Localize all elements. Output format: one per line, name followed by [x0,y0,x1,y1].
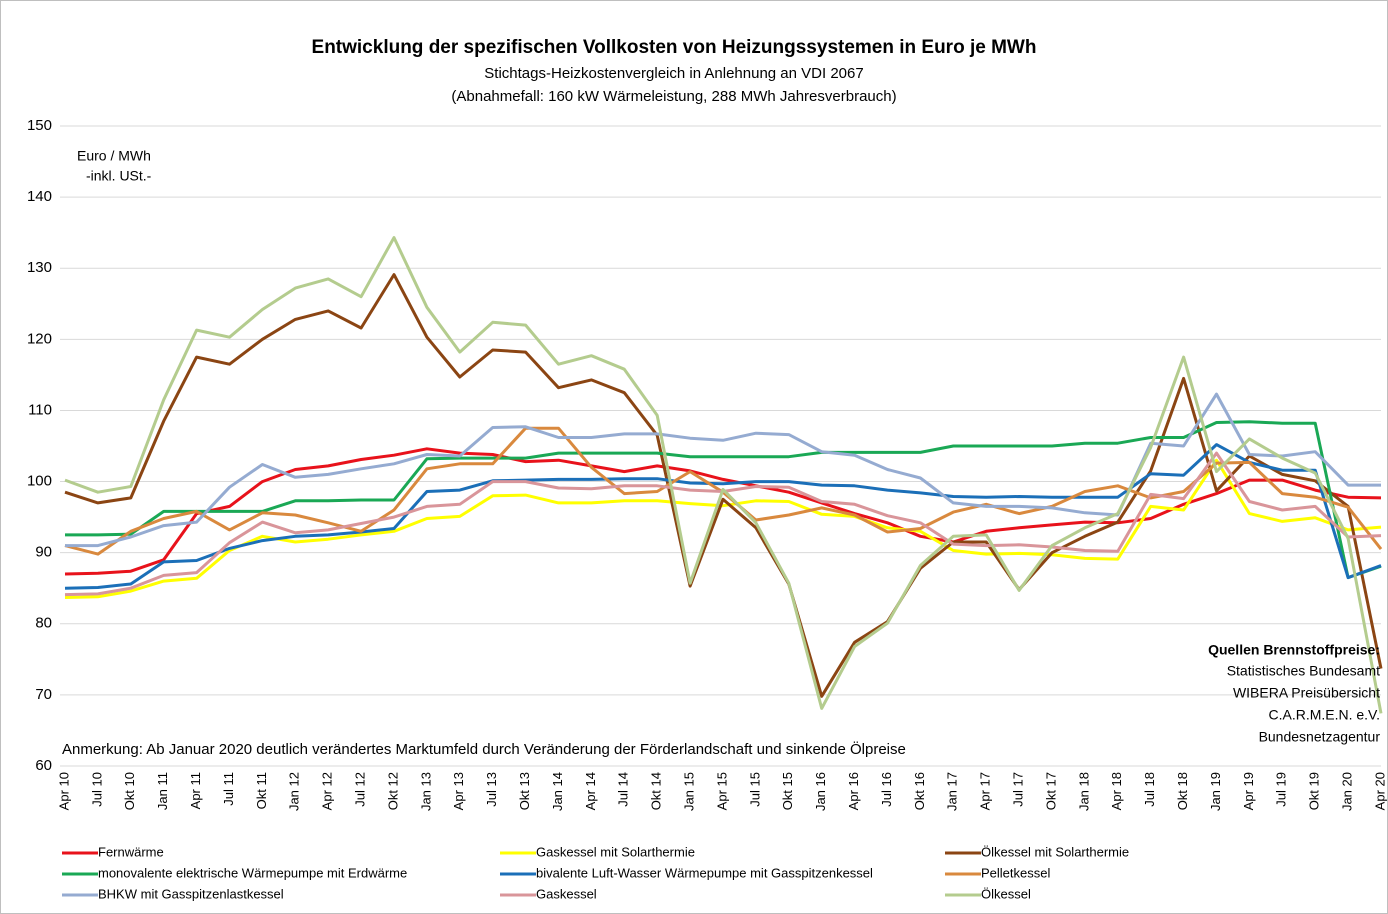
y-tick-label: 110 [28,401,52,418]
x-tick-label: Apr 10 [56,772,71,810]
annotation: Anmerkung: Ab Januar 2020 deutlich verän… [62,740,906,758]
series-line [65,420,1382,580]
x-tick-label: Jan 11 [155,772,170,810]
series-line [64,236,1383,714]
y-axis-label: -inkl. USt.- [86,168,152,184]
x-tick-label: Apr 19 [1241,772,1256,810]
x-tick-label: Okt 14 [649,772,664,810]
legend-label: Ölkessel mit Solarthermie [981,844,1129,859]
x-tick-label: Jul 10 [89,772,104,807]
x-tick-label: Okt 10 [122,772,137,810]
x-tick-label: Okt 16 [912,772,927,810]
x-tick-label: Jan 14 [550,772,565,811]
legend-label: BHKW mit Gasspitzenlastkessel [98,886,284,901]
series-line [64,443,1382,590]
x-tick-label: Jan 18 [1076,772,1091,811]
legend-label: bivalente Luft-Wasser Wärmepumpe mit Gas… [536,865,873,880]
x-tick-label: Okt 18 [1175,772,1190,810]
plot-area: 60 70 80 90 100 110 120 130 140 150 Apr 10 Jul 10 Ok… [27,117,1387,901]
x-tick-label: Jan 15 [682,772,697,811]
x-tick-label: Jul 12 [353,772,368,807]
chart-subtitle: Stichtags-Heizkostenvergleich in Anlehnu… [484,65,863,82]
x-tick-label: Okt 19 [1307,772,1322,810]
x-tick-label: Apr 18 [1109,772,1124,810]
x-tick-label: Okt 15 [780,772,795,810]
y-tick-label: 120 [27,330,52,347]
x-tick-label: Jul 19 [1274,772,1289,807]
series-line [64,458,1382,599]
x-tick-label: Jan 17 [945,772,960,811]
chart-subtitle: (Abnahmefall: 160 kW Wärmeleistung, 288 … [451,88,896,105]
source: Statistisches Bundesamt [1227,663,1380,679]
chart-title: Entwicklung der spezifischen Vollkosten … [312,37,1037,58]
legend-label: Gaskessel mit Solarthermie [536,844,695,859]
y-tick-label: 60 [35,757,52,774]
y-tick-label: 130 [27,259,52,276]
x-tick-label: Jul 14 [616,772,631,807]
x-tick-label: Jul 15 [747,772,762,807]
legend-label: Pelletkessel [981,865,1050,880]
legend-label: Gaskessel [536,886,597,901]
x-tick-label: Okt 11 [254,772,269,809]
x-tick-label: Jan 13 [418,772,433,811]
x-tick-label: Apr 17 [978,772,993,810]
x-tick-label: Jul 18 [1142,772,1157,807]
source: Bundesnetzagentur [1259,729,1381,745]
x-tick-label: Apr 14 [583,772,598,810]
x-tick-label: Jul 13 [484,772,499,807]
x-tick-label: Okt 12 [385,772,400,810]
y-axis-label: Euro / MWh [77,148,151,164]
y-tick-label: 90 [35,544,52,561]
source: C.A.R.M.E.N. e.V. [1268,707,1380,723]
x-tick-label: Jan 12 [287,772,302,811]
legend-label: Ölkessel [981,886,1031,901]
y-tick-label: 70 [35,686,52,703]
x-tick-label: Apr 12 [320,772,335,810]
y-tick-label: 140 [27,188,52,205]
x-tick-label: Jan 19 [1208,772,1223,811]
x-tick-label: Apr 20 [1372,772,1387,810]
sources-title: Quellen Brennstoffpreise: [1208,642,1380,658]
x-tick-label: Jul 11 [221,772,236,806]
x-tick-label: Okt 17 [1043,772,1058,810]
x-tick-label: Okt 13 [517,772,532,810]
x-tick-label: Apr 15 [714,772,729,810]
legend-label: Fernwärme [98,844,164,859]
x-tick-label: Jan 16 [813,772,828,811]
series-line [64,273,1383,698]
x-tick-label: Jul 17 [1011,772,1026,807]
source: WIBERA Preisübersicht [1233,685,1380,701]
x-tick-label: Jan 20 [1340,772,1355,811]
x-tick-label: Jul 16 [879,772,894,807]
x-tick-label: Apr 11 [188,772,203,809]
legend-label: monovalente elektrische Wärmepumpe mit E… [98,865,407,880]
x-tick-label: Apr 13 [451,772,466,810]
x-tick-label: Apr 16 [846,772,861,810]
series-line [65,392,1381,548]
y-tick-label: 80 [35,615,52,632]
y-tick-label: 150 [27,117,52,134]
y-tick-label: 100 [27,473,52,490]
